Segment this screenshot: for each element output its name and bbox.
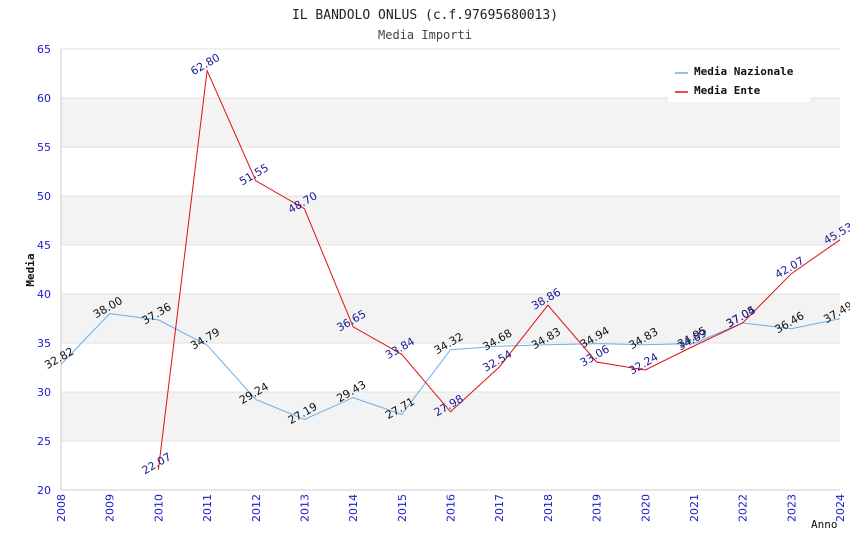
data-label-media-ente: 51.55 xyxy=(237,161,271,188)
x-tick-label: 2022 xyxy=(737,494,750,522)
y-tick-label: 65 xyxy=(37,43,51,56)
y-tick-label: 40 xyxy=(37,288,51,301)
y-tick-label: 50 xyxy=(37,190,51,203)
x-tick-label: 2010 xyxy=(152,494,165,522)
x-tick-label: 2024 xyxy=(834,494,847,522)
plot-band xyxy=(61,196,840,245)
data-label-media-ente: 32.24 xyxy=(627,351,661,378)
y-tick-label: 30 xyxy=(37,386,51,399)
x-tick-label: 2018 xyxy=(542,494,555,522)
x-tick-label: 2012 xyxy=(250,494,263,522)
x-tick-label: 2013 xyxy=(298,494,311,522)
plot-band xyxy=(61,294,840,343)
data-label-media-ente: 62.80 xyxy=(188,51,222,78)
data-label-media-ente: 42.07 xyxy=(773,254,807,281)
y-axis-label: Media xyxy=(24,253,37,286)
y-tick-labels: 20 25 30 35 40 45 50 55 60 65 xyxy=(37,43,51,497)
x-tick-label: 2021 xyxy=(688,494,701,522)
x-tick-label: 2023 xyxy=(785,494,798,522)
grid-lines xyxy=(61,48,840,491)
y-tick-label: 45 xyxy=(37,239,51,252)
legend-box xyxy=(668,58,810,102)
chart-title: IL BANDOLO ONLUS (c.f.97695680013) xyxy=(292,8,558,23)
x-tick-label: 2009 xyxy=(104,494,117,522)
plot-axes xyxy=(60,49,840,491)
chart-subtitle: Media Importi xyxy=(378,28,472,42)
x-tick-label: 2017 xyxy=(493,494,506,522)
legend-label-media-ente: Media Ente xyxy=(694,84,761,97)
series-lines xyxy=(60,68,841,470)
series-line-media-ente xyxy=(157,68,841,470)
x-axis-label: Anno xyxy=(811,518,838,531)
x-tick-label: 2020 xyxy=(639,494,652,522)
y-tick-label: 25 xyxy=(37,435,51,448)
series-line-media-nazionale xyxy=(60,313,841,421)
x-tick-label: 2016 xyxy=(445,494,458,522)
legend-label-media-nazionale: Media Nazionale xyxy=(694,65,794,78)
y-tick-label: 60 xyxy=(37,92,51,105)
legend: Media Nazionale Media Ente xyxy=(668,58,810,102)
x-tick-label: 2015 xyxy=(396,494,409,522)
y-tick-label: 35 xyxy=(37,337,51,350)
y-tick-label: 55 xyxy=(37,141,51,154)
y-tick-label: 20 xyxy=(37,484,51,497)
x-tick-labels: 2008 2009 2010 2011 2012 2013 2014 2015 2016 2017… xyxy=(55,494,847,522)
plot-bands xyxy=(61,98,840,441)
x-tick-label: 2019 xyxy=(591,494,604,522)
x-tick-label: 2008 xyxy=(55,494,68,522)
x-tick-label: 2011 xyxy=(201,494,214,522)
x-tick-label: 2014 xyxy=(347,494,360,522)
plot-band xyxy=(61,392,840,441)
data-label-media-ente: 22.07 xyxy=(140,450,174,477)
plot-band xyxy=(61,98,840,147)
